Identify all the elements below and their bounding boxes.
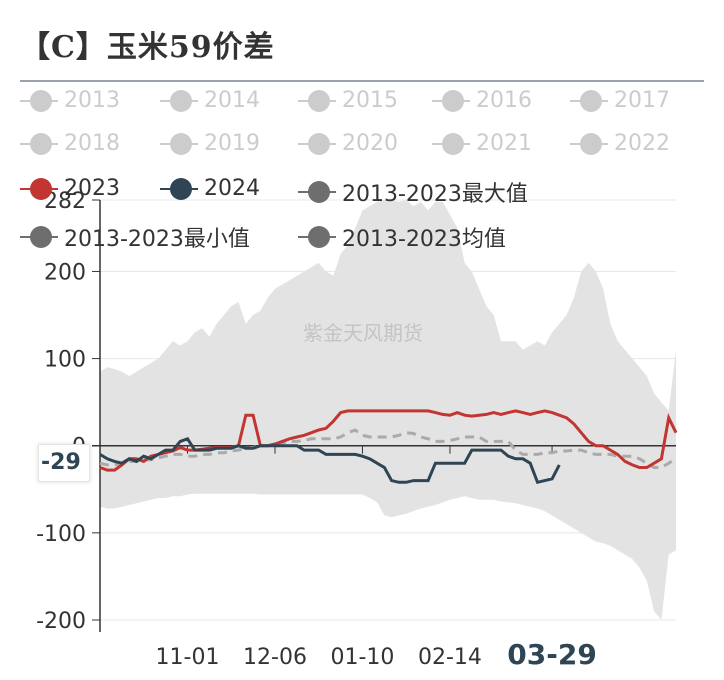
legend-dot xyxy=(170,177,192,200)
page-title: 【C】玉米59价差 xyxy=(20,30,275,65)
axis-pointer-value: -29 xyxy=(41,450,81,475)
legend-label: 2018 xyxy=(64,131,120,156)
y-tick-label: -200 xyxy=(36,609,86,634)
legend-label: 2021 xyxy=(476,131,532,156)
legend-circle-icon xyxy=(20,177,58,201)
axis-pointer-label: -29 xyxy=(38,444,90,482)
series-line-2024 xyxy=(99,436,561,485)
legend-item-2022[interactable]: 2022 xyxy=(570,131,670,156)
x-tick-label: 11-01 xyxy=(156,645,220,670)
legend-item-2020[interactable]: 2020 xyxy=(298,131,398,156)
legend-item-2019[interactable]: 2019 xyxy=(160,131,260,156)
legend-label: 2013-2023均值 xyxy=(342,227,506,252)
legend-label: 2013-2023最小值 xyxy=(64,227,250,252)
legend-circle-icon xyxy=(298,180,336,204)
legend-item-2016[interactable]: 2016 xyxy=(432,88,532,113)
legend-circle-icon xyxy=(298,132,336,156)
title-divider xyxy=(20,80,704,82)
legend-circle-icon xyxy=(432,132,470,156)
legend-circle-icon xyxy=(20,89,58,113)
legend-dot xyxy=(580,132,602,155)
legend-dot xyxy=(170,89,192,112)
legend-item-2018[interactable]: 2018 xyxy=(20,131,120,156)
legend-item-2014[interactable]: 2014 xyxy=(160,88,260,113)
legend-dot xyxy=(30,132,52,155)
legend-circle-icon xyxy=(298,89,336,113)
legend-label: 2014 xyxy=(204,88,260,113)
legend-label: 2016 xyxy=(476,88,532,113)
legend-circle-icon xyxy=(160,132,198,156)
legend-dot xyxy=(442,132,464,155)
legend-dot xyxy=(308,132,330,155)
legend-circle-icon xyxy=(298,225,336,249)
legend-dot xyxy=(170,132,192,155)
legend-circle-icon xyxy=(20,225,58,249)
legend-label: 2023 xyxy=(64,176,120,201)
y-tick-label: -100 xyxy=(36,522,86,547)
legend-dot xyxy=(308,226,330,248)
legend-label: 2017 xyxy=(614,88,670,113)
legend-label: 2022 xyxy=(614,131,670,156)
legend-circle-icon xyxy=(160,89,198,113)
legend-dot xyxy=(580,89,602,112)
legend-label: 2020 xyxy=(342,131,398,156)
legend-circle-icon xyxy=(570,132,608,156)
x-tick-label: 02-14 xyxy=(418,645,482,670)
legend-label: 2024 xyxy=(204,176,260,201)
x-tick-label-highlight: 03-29 xyxy=(507,638,597,671)
legend-label: 2013-2023最大值 xyxy=(342,182,528,207)
legend-label: 2019 xyxy=(204,131,260,156)
legend-label: 2015 xyxy=(342,88,398,113)
legend-dot xyxy=(30,226,52,248)
legend-circle-icon xyxy=(432,89,470,113)
legend-dot xyxy=(308,89,330,112)
legend-label: 2013 xyxy=(64,88,120,113)
legend-item-2017[interactable]: 2017 xyxy=(570,88,670,113)
legend-item-2013-2023均值[interactable]: 2013-2023均值 xyxy=(298,221,506,253)
legend-dot xyxy=(30,89,52,112)
legend-dot xyxy=(308,181,330,203)
series-line-avg xyxy=(99,428,677,469)
legend-item-2013-2023最小值[interactable]: 2013-2023最小值 xyxy=(20,221,250,253)
legend-circle-icon xyxy=(570,89,608,113)
legend-item-2021[interactable]: 2021 xyxy=(432,131,532,156)
y-tick-label: 100 xyxy=(44,348,86,373)
watermark: 紫金天风期货 xyxy=(303,321,423,345)
x-tick-label: 01-10 xyxy=(331,645,395,670)
legend-item-2023[interactable]: 2023 xyxy=(20,176,120,201)
legend-item-2015[interactable]: 2015 xyxy=(298,88,398,113)
legend-item-2024[interactable]: 2024 xyxy=(160,176,260,201)
legend-circle-icon xyxy=(20,132,58,156)
x-tick-label: 12-06 xyxy=(243,645,307,670)
y-tick-label: 200 xyxy=(44,260,86,285)
legend-circle-icon xyxy=(160,177,198,201)
legend-dot xyxy=(30,177,52,200)
legend-item-2013[interactable]: 2013 xyxy=(20,88,120,113)
legend-item-2013-2023最大值[interactable]: 2013-2023最大值 xyxy=(298,176,528,208)
legend-dot xyxy=(442,89,464,112)
